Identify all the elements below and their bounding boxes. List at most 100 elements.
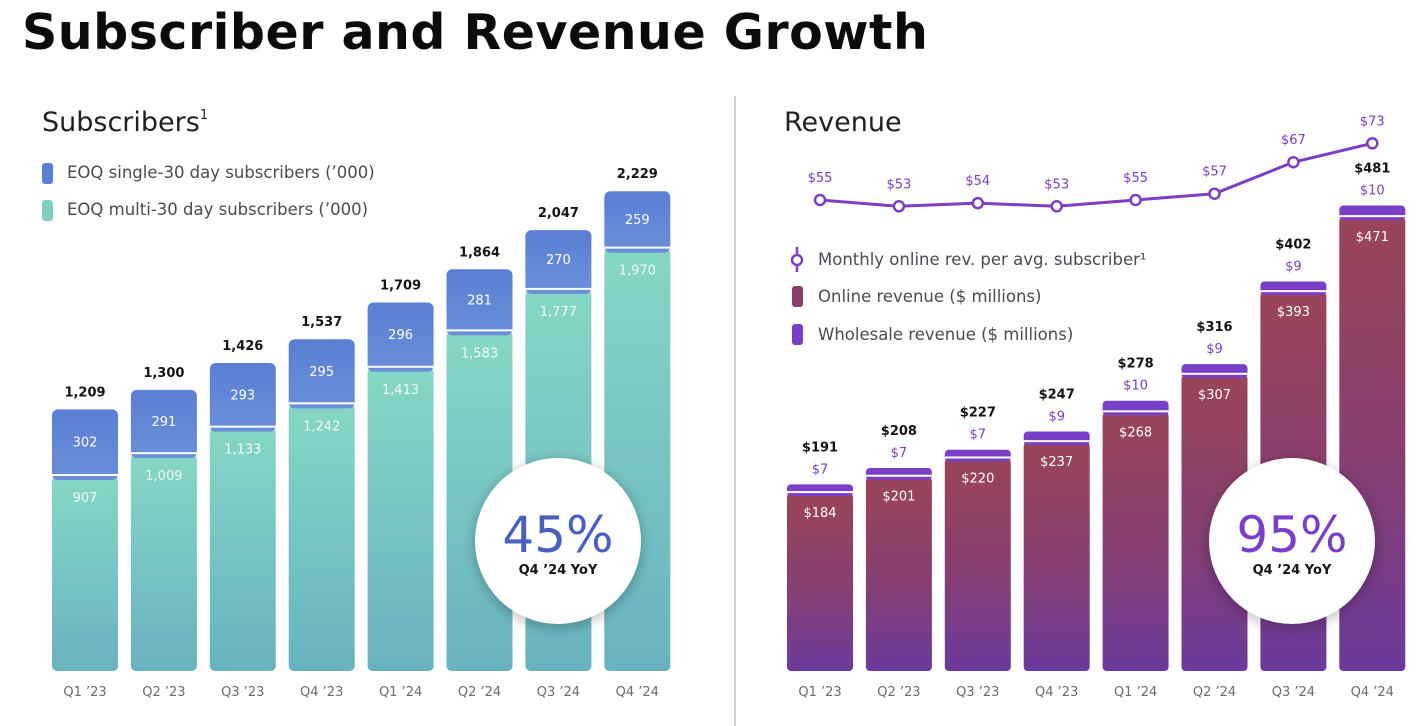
label-online-q1-23: $184: [803, 506, 836, 521]
bar-separator-q1-23: [52, 473, 118, 476]
arpu-point-q3-23: [971, 196, 985, 210]
x-tick-rev-q2-24: Q2 ’24: [1193, 685, 1236, 700]
bar-wholesale-q1-24: [1102, 400, 1169, 416]
bar-single-q3-24: [525, 230, 592, 294]
legend-online-swatch: [792, 286, 803, 307]
arpu-point-q3-24: [1287, 155, 1300, 169]
bar-separator-q2-24: [446, 329, 513, 332]
bar-online-q2-23: [865, 476, 932, 671]
label-wholesale-q1-24: $10: [1123, 379, 1148, 394]
subscribers-yoy-callout: 45% Q4 ’24 YoY: [472, 458, 644, 630]
label-rev-total-q3-23: $227: [960, 406, 996, 421]
bar-single-q2-24: [446, 269, 513, 336]
label-rev-total-q2-23: $208: [881, 424, 917, 439]
arpu-point-q2-23: [892, 200, 906, 213]
arpu-label-q4-24: $73: [1360, 114, 1385, 129]
label-single-q1-23: 302: [73, 436, 98, 451]
label-multi-q2-24: 1,583: [461, 346, 498, 361]
bar-multi-q4-23: [288, 404, 355, 671]
bar-wholesale-q3-24: [1260, 281, 1327, 296]
arpu-label-q2-23: $53: [886, 177, 911, 192]
label-rev-total-q1-23: $191: [802, 440, 838, 455]
label-single-q2-24: 281: [467, 293, 492, 308]
arpu-label-q3-23: $54: [965, 174, 990, 189]
page-title: Subscriber and Revenue Growth: [22, 4, 929, 61]
x-tick-rev-q1-24: Q1 ’24: [1114, 685, 1157, 700]
label-total-q1-23: 1,209: [64, 385, 105, 400]
label-rev-total-q2-24: $316: [1196, 320, 1232, 335]
arpu-label-q1-24: $55: [1123, 171, 1148, 186]
subscribers-title: Subscribers1: [42, 107, 208, 138]
bar-separator-rev-q1-23: [787, 491, 853, 494]
bar-wholesale-q3-23: [944, 449, 1011, 462]
bar-separator-rev-q4-24: [1339, 215, 1406, 218]
bar-single-q4-24: [604, 191, 671, 253]
label-multi-q4-23: 1,242: [303, 419, 340, 434]
bar-separator-q3-23: [209, 425, 276, 428]
bar-single-q4-23: [288, 339, 355, 409]
revenue-yoy-value: 95%: [1236, 506, 1347, 564]
x-tick-rev-q3-24: Q3 ’24: [1272, 685, 1315, 700]
bar-separator-rev-q2-24: [1181, 372, 1248, 375]
label-wholesale-q3-23: $7: [970, 428, 987, 443]
bar-multi-q3-23: [209, 427, 276, 671]
bar-separator-rev-q3-23: [944, 456, 1011, 459]
label-rev-total-q1-24: $278: [1118, 357, 1154, 372]
label-single-q1-24: 296: [388, 328, 413, 343]
bar-separator-rev-q4-23: [1023, 440, 1090, 443]
label-single-q3-23: 293: [230, 388, 255, 403]
label-rev-total-q4-23: $247: [1039, 387, 1075, 402]
label-total-q2-24: 1,864: [459, 245, 500, 260]
arpu-label-q1-23: $55: [808, 171, 833, 186]
legend-wholesale-label: Wholesale revenue ($ millions): [818, 325, 1073, 344]
label-multi-q4-24: 1,970: [619, 264, 656, 279]
arpu-point-q1-23: [813, 193, 827, 207]
arpu-point-q4-24: [1366, 137, 1379, 150]
bar-wholesale-q2-24: [1181, 364, 1248, 378]
bar-single-q3-23: [209, 362, 276, 432]
label-total-q4-24: 2,229: [617, 167, 658, 182]
label-multi-q1-23: 907: [73, 491, 98, 506]
legend-line-marker-icon: [790, 247, 804, 272]
arpu-point-q2-24: [1208, 187, 1221, 200]
bar-online-q3-23: [944, 458, 1011, 671]
bar-separator-rev-q2-23: [865, 474, 932, 477]
label-multi-q3-24: 1,777: [540, 305, 577, 320]
bar-separator-rev-q3-24: [1260, 290, 1327, 293]
x-tick-q1-23: Q1 ’23: [63, 685, 106, 700]
label-rev-total-q3-24: $402: [1275, 237, 1311, 252]
label-wholesale-q4-23: $9: [1048, 409, 1065, 424]
legend-single-swatch: [42, 163, 53, 184]
x-tick-q4-23: Q4 ’23: [300, 685, 343, 700]
label-online-q2-24: $307: [1198, 388, 1231, 403]
legend-wholesale-swatch: [792, 324, 803, 345]
x-tick-rev-q3-23: Q3 ’23: [956, 685, 999, 700]
label-single-q4-23: 295: [309, 365, 334, 380]
bar-single-q1-24: [367, 302, 434, 372]
label-total-q3-24: 2,047: [538, 206, 579, 221]
bar-online-q4-23: [1023, 442, 1090, 671]
label-rev-total-q4-24: $481: [1354, 162, 1390, 177]
x-tick-q2-23: Q2 ’23: [142, 685, 185, 700]
arpu-label-q2-24: $57: [1202, 165, 1227, 180]
bar-online-q1-23: [787, 493, 853, 671]
label-multi-q3-23: 1,133: [224, 443, 261, 458]
bar-multi-q1-24: [367, 367, 434, 671]
label-wholesale-q1-23: $7: [812, 462, 829, 477]
label-wholesale-q2-24: $9: [1206, 342, 1223, 357]
label-total-q4-23: 1,537: [301, 315, 342, 330]
legend-arpu-label: Monthly online rev. per avg. subscriber¹: [818, 250, 1147, 269]
arpu-line: [819, 141, 1373, 208]
legend-multi-label: EOQ multi-30 day subscribers (’000): [67, 200, 368, 219]
arpu-point-q4-23: [1050, 200, 1063, 213]
label-online-q3-24: $393: [1277, 305, 1310, 320]
revenue-yoy-callout: 95% Q4 ’24 YoY: [1206, 458, 1378, 630]
label-total-q3-23: 1,426: [222, 339, 263, 354]
x-tick-rev-q2-23: Q2 ’23: [877, 685, 920, 700]
label-online-q1-24: $268: [1119, 425, 1152, 440]
label-total-q2-23: 1,300: [143, 366, 184, 381]
bar-separator-q4-23: [288, 402, 355, 405]
x-tick-q2-24: Q2 ’24: [458, 685, 501, 700]
legend-online-label: Online revenue ($ millions): [818, 287, 1041, 306]
x-tick-rev-q4-23: Q4 ’23: [1035, 685, 1078, 700]
